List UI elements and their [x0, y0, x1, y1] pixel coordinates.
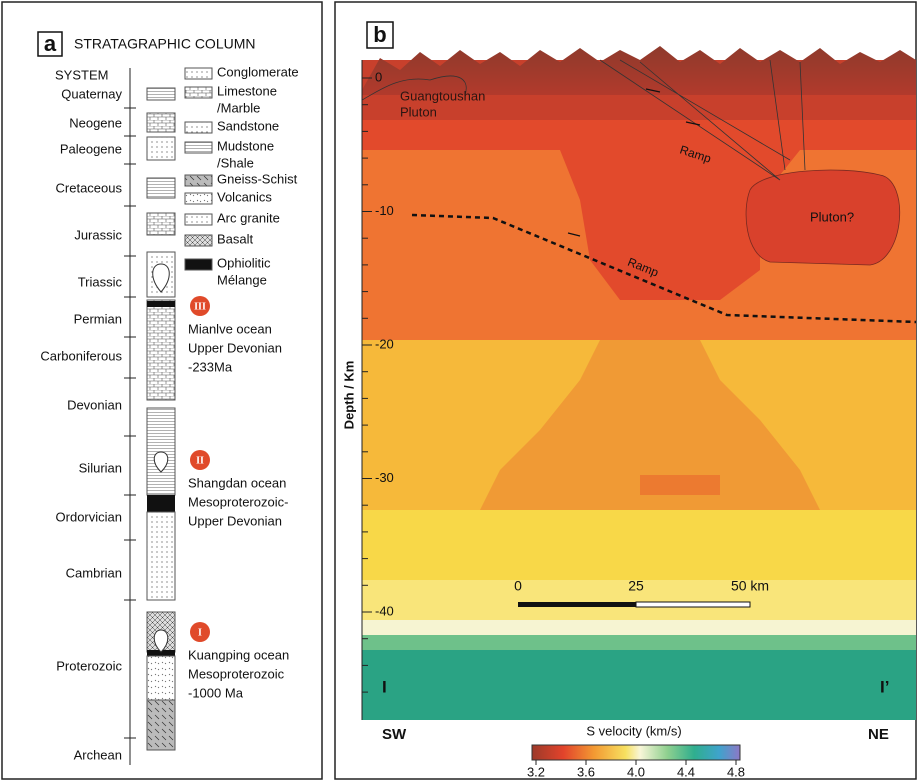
litho-block	[147, 700, 175, 750]
system-label: Devonian	[67, 397, 122, 412]
legend-label: Volcanics	[217, 189, 272, 204]
litho-block	[147, 512, 175, 600]
system-label: Paleogene	[60, 141, 122, 156]
panel-label: b	[373, 22, 386, 47]
ophiolite-band	[147, 495, 175, 512]
pluton-label: Guangtoushan	[400, 88, 485, 103]
ocean-text: Mesoproterozoic	[188, 666, 285, 681]
axis-title: Depth / Km	[341, 361, 356, 430]
ocean-text: Upper Devonian	[188, 513, 282, 528]
legend-swatch	[185, 122, 212, 133]
depth-tick-label: 0	[375, 69, 382, 84]
legend-swatch	[185, 142, 212, 153]
litho-block	[147, 113, 175, 132]
depth-tick-label: -30	[375, 470, 394, 485]
legend-label: Ophiolitic	[217, 255, 271, 270]
legend-swatch	[185, 193, 212, 204]
depth-tick-label: -40	[375, 603, 394, 618]
legend-label: /Shale	[217, 155, 254, 170]
colorbar-tick-label: 4.8	[727, 764, 745, 779]
ocean-numeral: II	[196, 455, 204, 466]
ocean-numeral: III	[194, 301, 206, 312]
litho-block	[147, 656, 175, 700]
litho-block	[147, 137, 175, 160]
ophiolite-band	[147, 301, 175, 307]
direction: SW	[382, 726, 407, 743]
system-label: Triassic	[78, 274, 123, 289]
legend-label: Basalt	[217, 231, 254, 246]
ocean-text: Mesoproterozoic-	[188, 494, 288, 509]
legend-swatch	[185, 235, 212, 246]
scale-label: 50 km	[731, 578, 769, 594]
legend-label: Mélange	[217, 272, 267, 287]
system-label: Neogene	[69, 115, 122, 130]
colorbar-tick-label: 4.0	[627, 764, 645, 779]
system-label: Cambrian	[66, 565, 122, 580]
scale-bar-half	[518, 602, 636, 607]
ocean-text: -1000 Ma	[188, 685, 244, 700]
depth-tick-label: -10	[375, 203, 394, 218]
colorbar-title: S velocity (km/s)	[586, 723, 681, 738]
colorbar-tick-label: 3.2	[527, 764, 545, 779]
legend-swatch	[185, 87, 212, 98]
ocean-text: Mianlve ocean	[188, 321, 272, 336]
ocean-text: -233Ma	[188, 359, 233, 374]
system-label: Jurassic	[74, 227, 122, 242]
depth-tick-label: -20	[375, 336, 394, 351]
scale-label: 25	[628, 578, 644, 594]
pluton-query: Pluton?	[810, 209, 854, 224]
litho-block	[147, 213, 175, 235]
lithology-column	[147, 88, 175, 750]
litho-block	[147, 178, 175, 198]
system-label: Silurian	[79, 460, 122, 475]
panel-title: STRATAGRAPHIC COLUMN	[74, 36, 256, 52]
scale-bar-half	[636, 602, 750, 607]
legend-label: Limestone	[217, 83, 277, 98]
system-label: Proterozoic	[56, 658, 122, 673]
litho-block	[147, 300, 175, 400]
system-label: Cretaceous	[56, 180, 123, 195]
ocean-text: Shangdan ocean	[188, 475, 286, 490]
system-label: Archean	[74, 747, 122, 762]
legend-label: Conglomerate	[217, 64, 299, 79]
legend-swatch	[185, 175, 212, 186]
colorbar	[532, 745, 740, 760]
panel-label: a	[44, 31, 57, 56]
legend-label: Arc granite	[217, 210, 280, 225]
layer	[640, 475, 720, 495]
scale-bar	[518, 602, 750, 607]
scale-label: 0	[514, 578, 522, 594]
legend-swatch	[185, 259, 212, 270]
legend-label: /Marble	[217, 100, 260, 115]
legend-label: Sandstone	[217, 118, 279, 133]
column-header: SYSTEM	[55, 67, 108, 82]
section-end: I’	[880, 677, 889, 696]
legend-swatch	[185, 68, 212, 79]
ocean-text: Upper Devonian	[188, 340, 282, 355]
system-label: Carboniferous	[40, 348, 122, 363]
legend-label: Mudstone	[217, 138, 274, 153]
ocean-text: Kuangping ocean	[188, 647, 289, 662]
direction: NE	[868, 726, 889, 743]
pluton-label: Pluton	[400, 104, 437, 119]
system-label: Permian	[74, 311, 122, 326]
system-label: Quaternay	[61, 86, 122, 101]
legend-swatch	[185, 214, 212, 225]
colorbar-tick-label: 4.4	[677, 764, 695, 779]
ocean-numeral: I	[198, 627, 202, 638]
velocity-section	[362, 46, 916, 720]
system-label: Ordorvician	[56, 509, 122, 524]
legend-label: Gneiss-Schist	[217, 171, 298, 186]
colorbar-tick-label: 3.6	[577, 764, 595, 779]
figure: a STRATAGRAPHIC COLUMN SYSTEM Quaternay N…	[0, 0, 918, 782]
litho-block	[147, 88, 175, 100]
section-end: I	[382, 677, 387, 696]
